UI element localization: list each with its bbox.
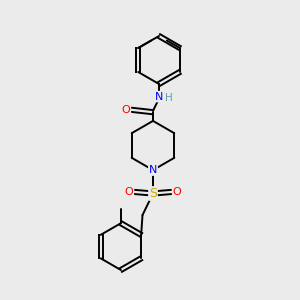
Text: O: O [172, 187, 182, 197]
Text: S: S [149, 187, 157, 200]
Text: H: H [165, 93, 172, 103]
Text: N: N [155, 92, 163, 102]
Text: N: N [149, 165, 157, 175]
Text: O: O [122, 105, 130, 115]
Text: O: O [124, 187, 134, 197]
